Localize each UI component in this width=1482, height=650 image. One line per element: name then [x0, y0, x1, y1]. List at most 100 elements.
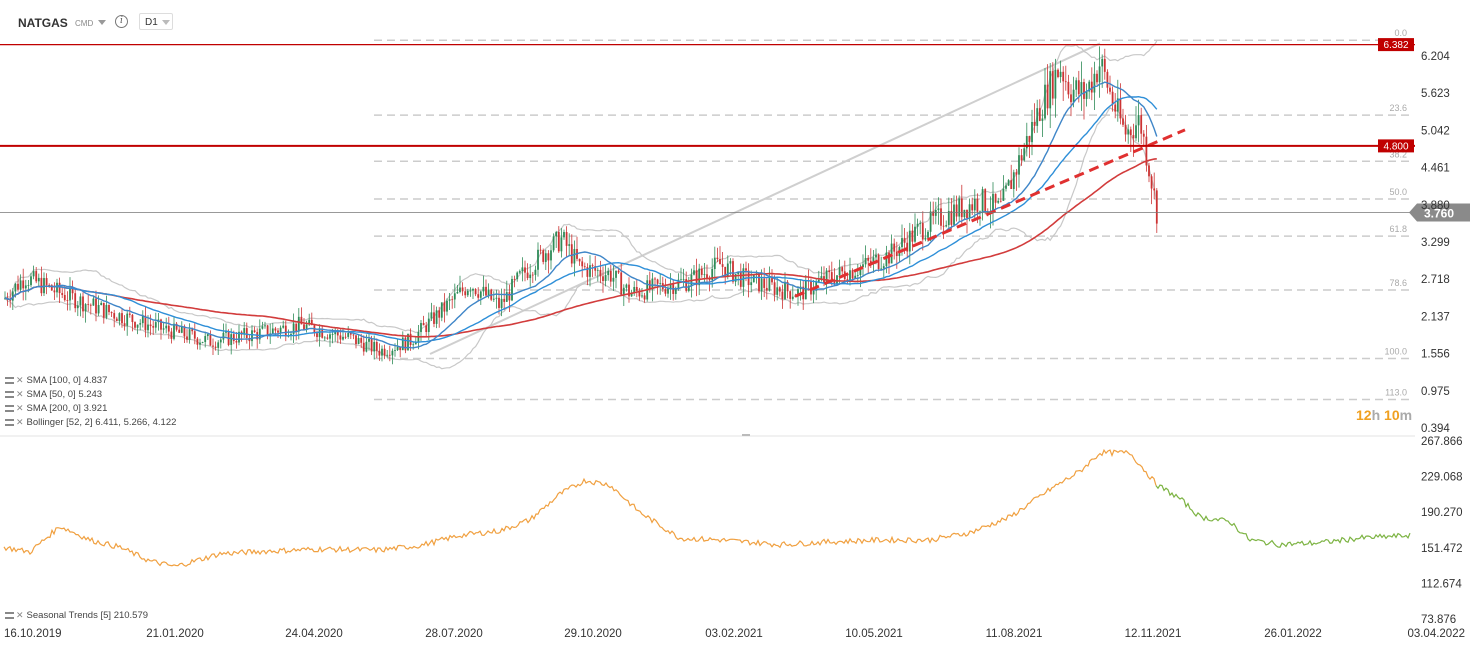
close-icon[interactable]: ✕: [16, 403, 24, 413]
candle-up: [76, 305, 79, 309]
trend-axis-label: 112.674: [1421, 578, 1462, 590]
candle-up: [680, 279, 682, 281]
candle-up: [589, 265, 591, 277]
seasonal-trend-history: [3, 448, 1157, 567]
candle-up: [118, 313, 121, 322]
candle-down: [404, 337, 407, 351]
fib-level-label: 100.0: [1384, 346, 1407, 356]
candle-down: [209, 334, 212, 346]
candle-up: [1044, 84, 1046, 119]
candle-up: [1088, 81, 1091, 92]
legend-sma200[interactable]: ✕ SMA [200, 0] 3.921: [5, 403, 107, 414]
date-axis-label: 24.04.2020: [285, 628, 343, 640]
candle-down: [763, 278, 766, 288]
menu-icon[interactable]: [5, 391, 14, 398]
candle-down: [115, 318, 118, 322]
candle-up: [92, 298, 95, 306]
candle-up: [1127, 129, 1130, 135]
candle-down: [375, 341, 378, 351]
candle-down: [781, 291, 784, 300]
candle-down: [599, 269, 602, 277]
candle-down: [303, 324, 305, 330]
legend-sma100[interactable]: ✕ SMA [100, 0] 4.837: [5, 375, 107, 386]
candle-down: [498, 297, 500, 308]
candle-up: [373, 341, 376, 352]
legend-sma50[interactable]: ✕ SMA [50, 0] 5.243: [5, 389, 102, 400]
candle-up: [1007, 180, 1010, 186]
candle-up: [381, 348, 383, 356]
candle-down: [999, 200, 1002, 202]
candle-down: [399, 346, 402, 351]
candle-up: [329, 334, 331, 339]
candle-down: [17, 283, 19, 290]
bollinger-upper: [4, 40, 1158, 334]
candle-up: [147, 324, 149, 331]
candle-up: [251, 330, 253, 342]
candle-up: [1054, 69, 1057, 99]
candle-down: [578, 258, 581, 262]
candle-down: [110, 312, 113, 314]
date-axis-label: 26.01.2022: [1264, 628, 1322, 640]
candle-down: [321, 329, 324, 338]
close-icon[interactable]: ✕: [16, 389, 24, 399]
timeframe-select[interactable]: D1: [139, 13, 173, 30]
candle-up: [225, 331, 227, 333]
info-icon[interactable]: i: [115, 15, 128, 28]
candle-down: [542, 250, 545, 262]
candle-down: [617, 270, 620, 273]
candle-up: [825, 270, 828, 283]
sma-200-line: [4, 158, 1157, 338]
candle-down: [1145, 136, 1148, 166]
candle-down: [277, 330, 279, 333]
menu-icon[interactable]: [5, 612, 14, 619]
candle-down: [175, 323, 178, 330]
candle-down: [425, 325, 428, 333]
candle-down: [1028, 136, 1031, 143]
legend-seasonal-trends[interactable]: ✕ Seasonal Trends [5] 210.579: [5, 610, 148, 621]
candle-up: [365, 341, 368, 352]
candle-up: [682, 279, 685, 280]
candle-down: [245, 328, 248, 339]
menu-icon[interactable]: [5, 377, 14, 384]
candle-up: [563, 232, 565, 238]
candle-up: [305, 324, 308, 330]
symbol-name[interactable]: NATGAS: [18, 16, 68, 30]
candle-up: [875, 254, 877, 258]
candle-down: [1142, 133, 1145, 137]
close-icon[interactable]: ✕: [16, 417, 24, 427]
price-axis-label: 4.461: [1421, 163, 1450, 175]
menu-icon[interactable]: [5, 405, 14, 412]
candle-up: [784, 281, 786, 300]
candle-down: [565, 232, 568, 246]
close-icon[interactable]: ✕: [16, 375, 24, 385]
candle-up: [945, 225, 948, 227]
menu-icon[interactable]: [5, 419, 14, 426]
candle-down: [955, 204, 958, 217]
candle-down: [383, 348, 386, 356]
candle-up: [937, 208, 940, 211]
candle-down: [326, 337, 329, 339]
close-icon[interactable]: ✕: [16, 610, 24, 620]
candle-up: [357, 338, 360, 345]
candle-up: [308, 319, 311, 325]
date-axis-label: 29.10.2020: [564, 628, 622, 640]
chevron-down-icon[interactable]: [98, 20, 106, 25]
candle-up: [622, 287, 625, 295]
candle-up: [154, 322, 157, 328]
candle-down: [758, 273, 760, 292]
legend-bollinger[interactable]: ✕ Bollinger [52, 2] 6.411, 5.266, 4.122: [5, 417, 176, 428]
candle-up: [79, 296, 82, 306]
level-price-tag-label: 4.800: [1383, 141, 1408, 152]
candle-down: [58, 282, 61, 294]
candle-down: [336, 331, 339, 336]
price-axis-label: 0.394: [1421, 423, 1450, 435]
candle-up: [908, 230, 911, 252]
sma-100-line: [4, 95, 1158, 343]
candle-down: [108, 304, 110, 313]
date-axis-label: 11.08.2021: [986, 628, 1043, 640]
candle-up: [677, 279, 680, 289]
candle-down: [581, 261, 584, 267]
candle-up: [11, 291, 14, 301]
candle-up: [394, 350, 396, 351]
